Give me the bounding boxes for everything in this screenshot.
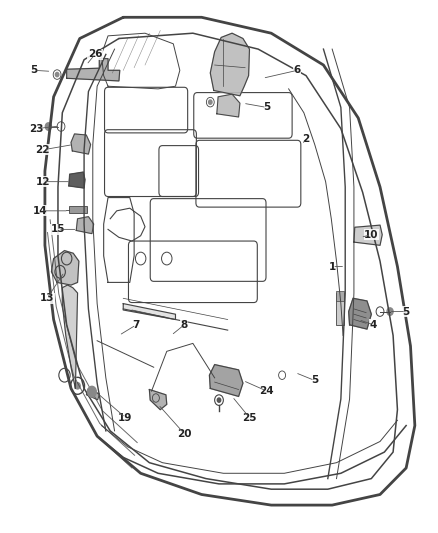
Text: 2: 2 bbox=[302, 134, 310, 144]
Polygon shape bbox=[349, 298, 371, 329]
Text: 8: 8 bbox=[180, 320, 188, 330]
Text: 15: 15 bbox=[51, 224, 65, 235]
Text: 19: 19 bbox=[118, 413, 133, 423]
Polygon shape bbox=[354, 225, 382, 245]
Bar bbox=[86, 389, 99, 400]
Circle shape bbox=[46, 123, 51, 130]
Text: 5: 5 bbox=[30, 66, 38, 75]
Polygon shape bbox=[67, 59, 120, 81]
Polygon shape bbox=[51, 251, 79, 285]
Text: 26: 26 bbox=[88, 50, 102, 59]
Text: 24: 24 bbox=[260, 386, 274, 396]
Polygon shape bbox=[62, 285, 78, 389]
Text: 5: 5 bbox=[403, 306, 410, 317]
Text: 13: 13 bbox=[40, 293, 54, 303]
Circle shape bbox=[75, 383, 80, 389]
Text: 4: 4 bbox=[370, 320, 377, 330]
Bar bbox=[69, 206, 87, 214]
Bar bbox=[336, 293, 344, 325]
Text: 25: 25 bbox=[242, 413, 257, 423]
Polygon shape bbox=[76, 216, 94, 233]
Circle shape bbox=[217, 398, 221, 402]
Polygon shape bbox=[209, 365, 243, 397]
Text: 22: 22 bbox=[35, 145, 50, 155]
Circle shape bbox=[387, 308, 393, 316]
Circle shape bbox=[208, 100, 212, 104]
Text: 12: 12 bbox=[35, 176, 50, 187]
Polygon shape bbox=[210, 33, 250, 96]
Polygon shape bbox=[71, 134, 91, 154]
Polygon shape bbox=[217, 94, 240, 117]
Circle shape bbox=[88, 386, 96, 397]
Text: 1: 1 bbox=[328, 262, 336, 271]
Polygon shape bbox=[69, 172, 85, 188]
Text: 23: 23 bbox=[29, 124, 43, 134]
Text: 5: 5 bbox=[263, 102, 271, 112]
Text: 6: 6 bbox=[294, 66, 301, 75]
Polygon shape bbox=[149, 390, 167, 410]
Text: 10: 10 bbox=[364, 230, 378, 240]
Text: 7: 7 bbox=[133, 320, 140, 330]
Circle shape bbox=[55, 72, 59, 77]
Text: 14: 14 bbox=[33, 206, 48, 216]
Bar bbox=[336, 292, 344, 301]
Text: 20: 20 bbox=[177, 429, 191, 439]
Polygon shape bbox=[123, 304, 176, 319]
Text: 5: 5 bbox=[311, 375, 318, 385]
